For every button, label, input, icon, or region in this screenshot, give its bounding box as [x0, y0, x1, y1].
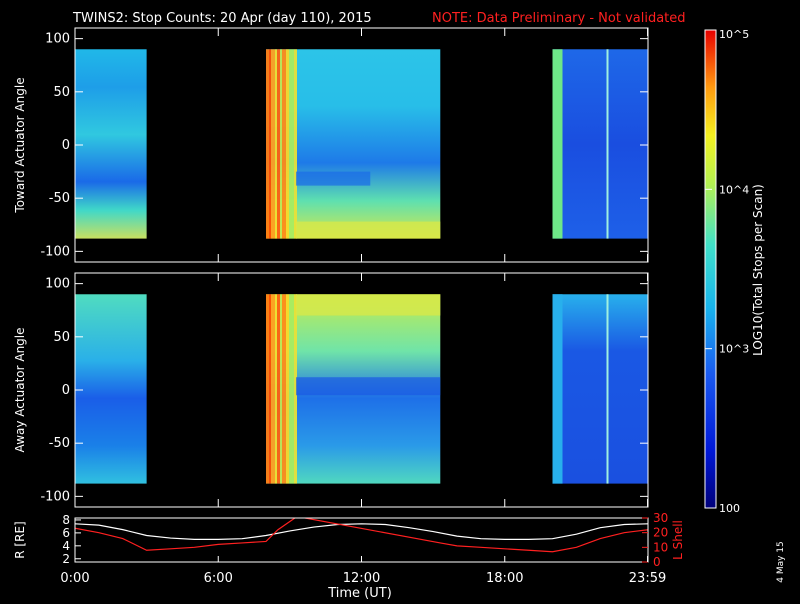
date-stamp: 4 May 15	[776, 541, 786, 583]
heatmap-segment	[552, 49, 648, 239]
ytick-label: -100	[40, 489, 70, 504]
heatmap-band	[296, 294, 441, 316]
heatmap-stripe	[286, 294, 289, 484]
heatmap-band	[296, 221, 441, 239]
heatmap-stripe	[606, 294, 609, 484]
away-heatmap-panel: 100 50 0 -50 -100	[40, 272, 649, 508]
lshell-series-line	[75, 518, 648, 553]
chart-title: TWINS2: Stop Counts: 20 Apr (day 110), 2…	[72, 11, 372, 26]
ytick-label: -100	[40, 244, 70, 259]
ytick-label: 0	[62, 138, 70, 153]
left-ytick-label: 8	[62, 513, 70, 527]
heatmap-stripe	[277, 49, 280, 239]
heatmap-stripe	[271, 49, 275, 239]
away-ylabel: Away Actuator Angle	[13, 327, 27, 452]
heatmap-stripe	[280, 294, 282, 484]
ytick-label: -50	[49, 191, 70, 206]
heatmap-stripe	[282, 49, 286, 239]
heatmap-stripe	[552, 294, 563, 484]
left-ytick-label: 6	[62, 526, 70, 540]
preliminary-note: NOTE: Data Preliminary - Not validated	[432, 11, 686, 26]
xtick-label: 23:59	[629, 571, 666, 586]
ytick-label: 0	[62, 383, 70, 398]
heatmap-segment	[75, 49, 147, 239]
heatmap-stripe	[552, 49, 563, 239]
heatmap-band	[296, 377, 441, 396]
left-ytick-label: 2	[62, 552, 70, 566]
right-ytick-label: 20	[653, 526, 668, 540]
orbit-right-ylabel: L Shell	[671, 520, 685, 560]
ytick-label: 50	[53, 330, 70, 345]
xtick-label: 6:00	[204, 571, 233, 586]
radius-series-line	[75, 523, 648, 540]
heatmap-stripe	[294, 294, 297, 484]
colorbar-tick-label: 100	[719, 502, 740, 515]
heatmap-segment	[552, 294, 648, 484]
right-ytick-label: 10	[653, 540, 668, 554]
colorbar: 10^5 10^4 10^3 100	[704, 28, 749, 515]
heatmap-stripe	[280, 49, 282, 239]
heatmap-stripe	[275, 294, 277, 484]
orbit-left-ylabel: R [RE]	[13, 521, 27, 558]
heatmap-band	[296, 171, 371, 186]
toward-heatmap-panel: 100 50 0 -50 -100	[40, 27, 649, 263]
heatmap-stripe	[606, 49, 609, 239]
heatmap-stripe	[269, 294, 271, 484]
heatmap-stripe	[269, 49, 271, 239]
xaxis-title: Time (UT)	[327, 586, 392, 600]
toward-ylabel: Toward Actuator Angle	[13, 77, 27, 213]
heatmap-stripe	[282, 294, 286, 484]
heatmap-stripe	[289, 49, 294, 239]
heatmap-stripe	[289, 294, 294, 484]
heatmap-stripe	[266, 49, 269, 239]
xtick-label: 12:00	[343, 571, 380, 586]
colorbar-label: LOG10(Total Stops per Scan)	[751, 184, 765, 356]
ytick-label: 100	[45, 32, 70, 47]
colorbar-tick-label: 10^3	[719, 343, 749, 356]
ytick-label: -50	[49, 436, 70, 451]
xtick-label: 18:00	[486, 571, 523, 586]
orbit-frame	[74, 517, 649, 563]
right-ytick-label: 0	[653, 555, 661, 569]
ytick-label: 100	[45, 277, 70, 292]
colorbar-tick-label: 10^4	[719, 183, 749, 196]
ytick-label: 50	[53, 85, 70, 100]
heatmap-stripe	[286, 49, 289, 239]
heatmap-stripe	[271, 294, 275, 484]
colorbar-tick-label: 10^5	[719, 28, 749, 41]
heatmap-stripe	[277, 294, 280, 484]
heatmap-segment	[75, 294, 147, 484]
left-ytick-label: 4	[62, 539, 70, 553]
xtick-label: 0:00	[60, 571, 89, 586]
heatmap-stripe	[294, 49, 297, 239]
colorbar-gradient	[704, 29, 717, 509]
right-ytick-label: 30	[653, 511, 668, 525]
heatmap-stripe	[266, 294, 269, 484]
heatmap-stripe	[275, 49, 277, 239]
